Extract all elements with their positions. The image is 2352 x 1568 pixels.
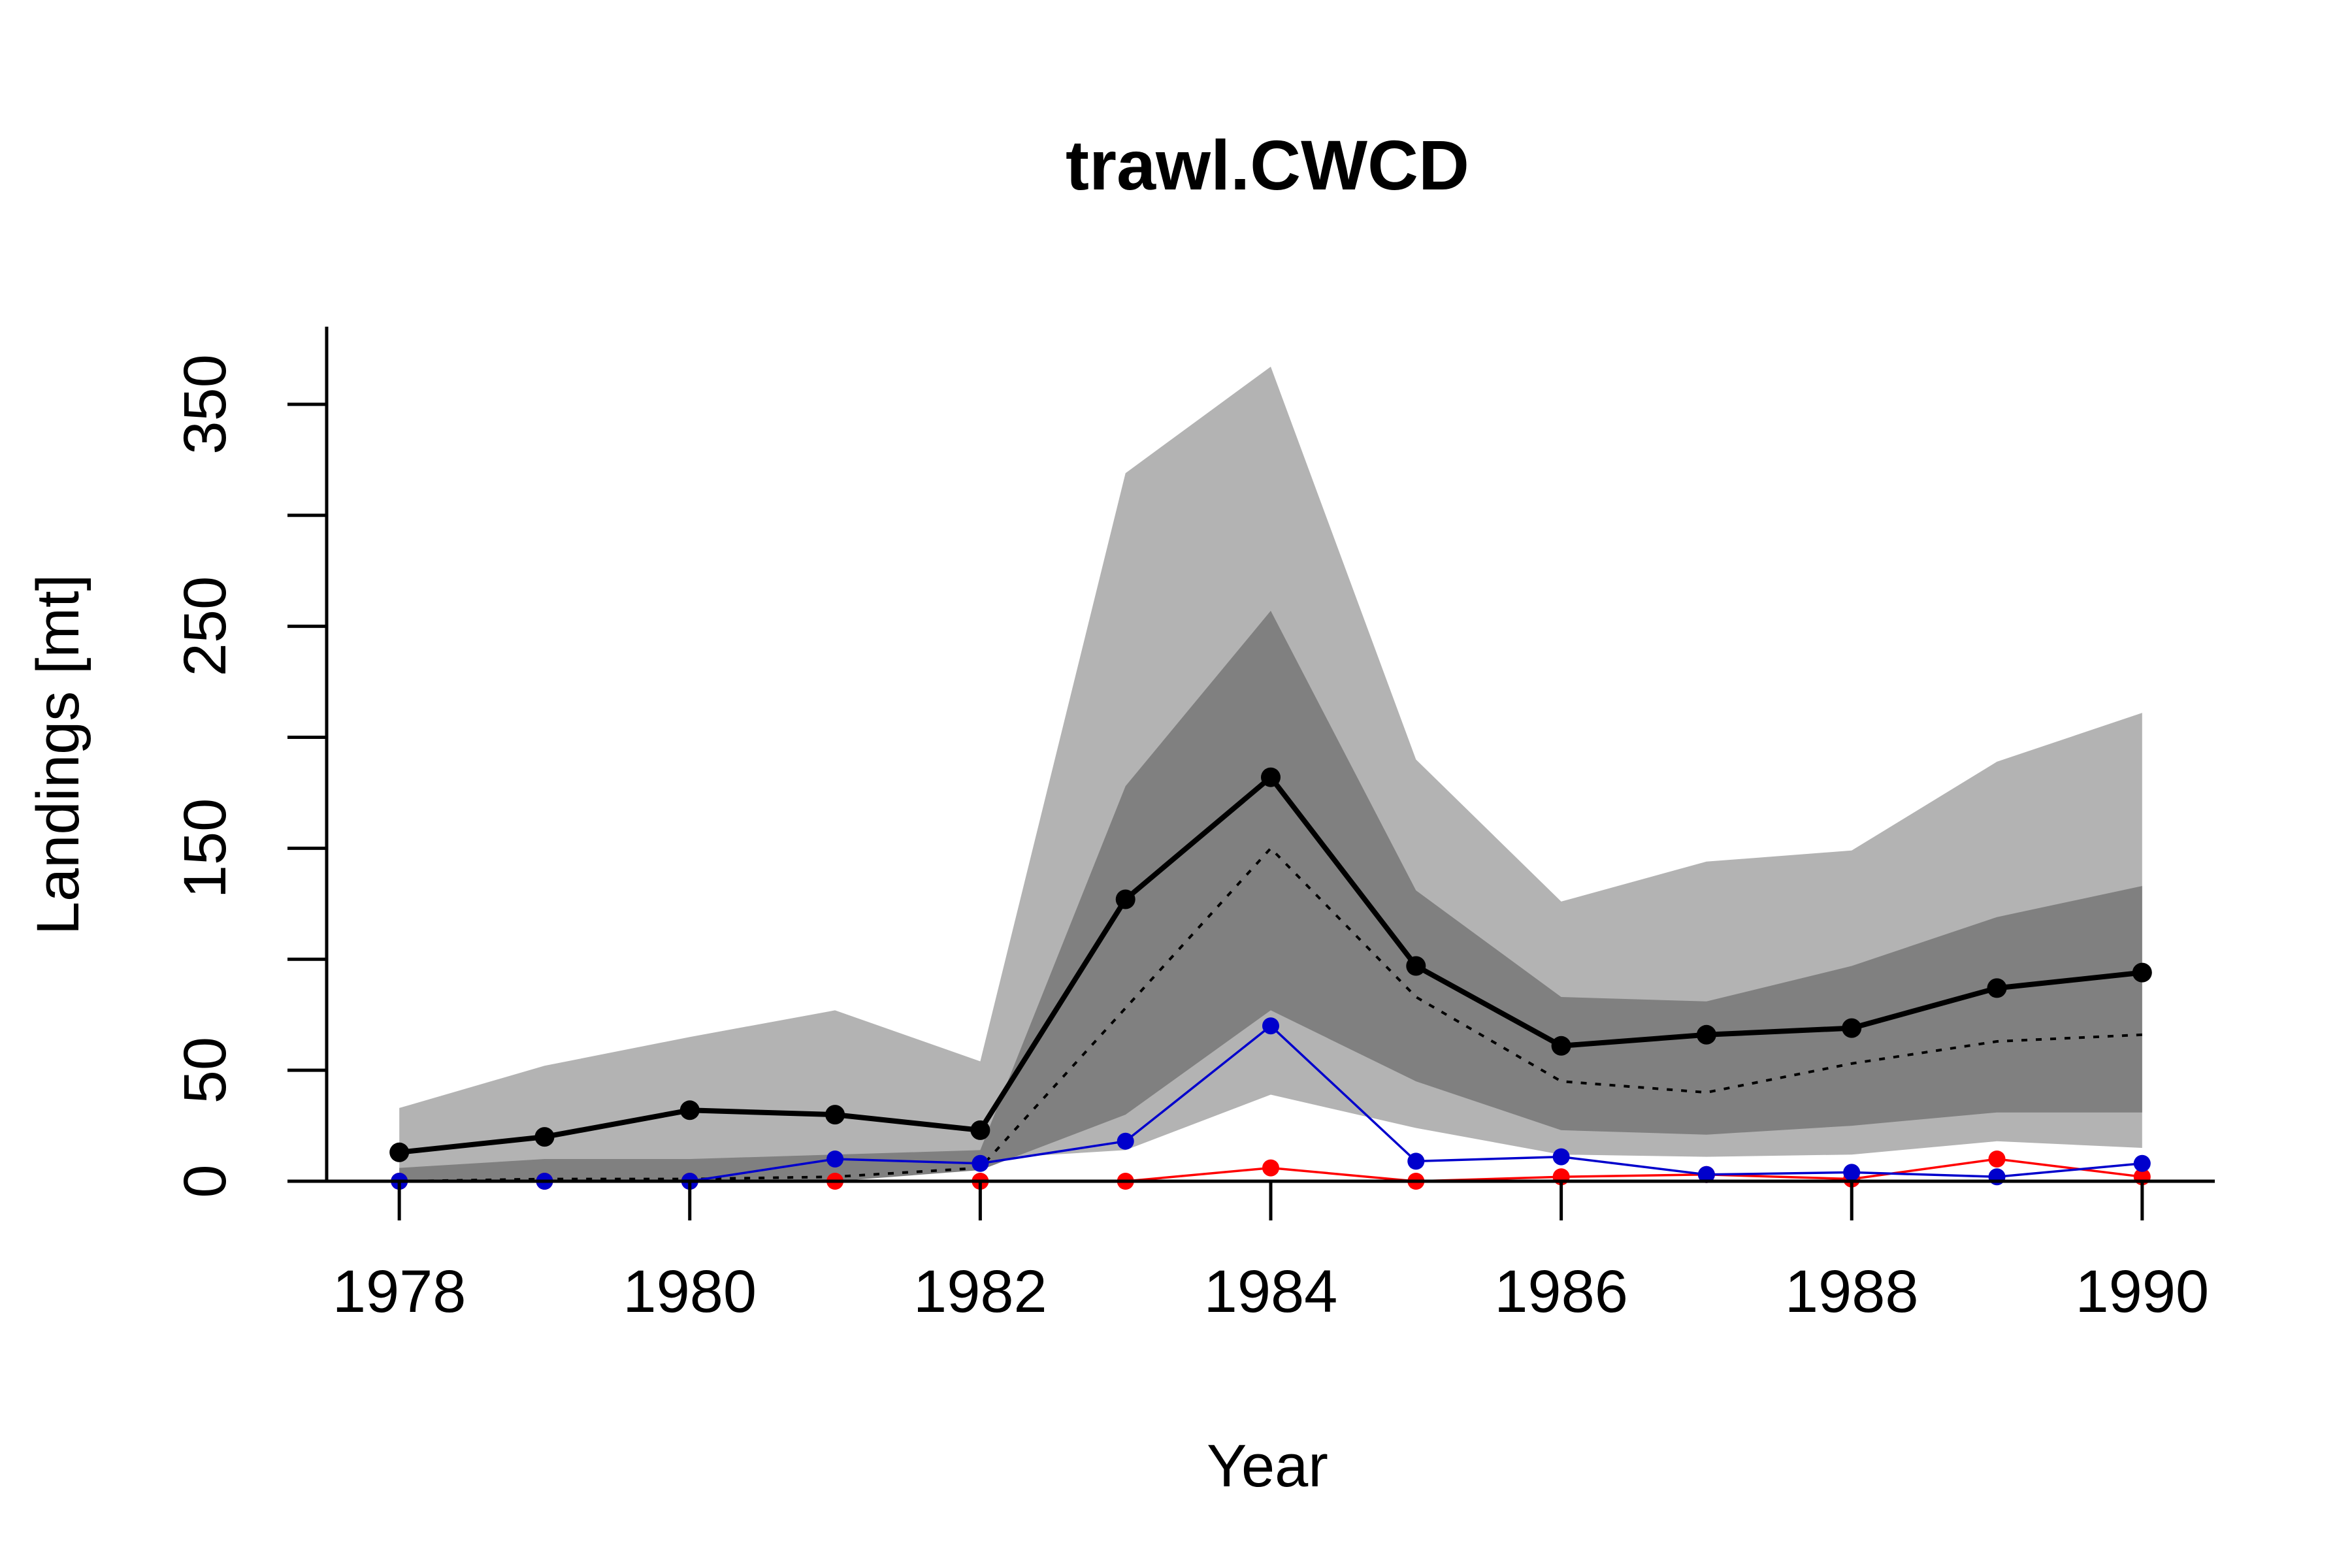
y-tick-label: 350 bbox=[172, 354, 238, 455]
series-2-point bbox=[972, 1154, 989, 1172]
series-0-point bbox=[970, 1120, 990, 1140]
x-tick-label: 1990 bbox=[2076, 1258, 2210, 1325]
series-0-point bbox=[1261, 767, 1281, 787]
series-0-point bbox=[1115, 889, 1135, 909]
series-2-point bbox=[2133, 1154, 2151, 1172]
series-3-point bbox=[1262, 1159, 1279, 1177]
series-3-point bbox=[1988, 1151, 2006, 1168]
series-2-point bbox=[1117, 1132, 1134, 1150]
y-axis: 0 50 150 250 350 bbox=[172, 327, 329, 1198]
y-axis-label: Landings [mt] bbox=[25, 574, 91, 935]
series-2-point bbox=[1262, 1017, 1279, 1035]
series-0-point bbox=[679, 1100, 700, 1120]
series-0-point bbox=[389, 1142, 410, 1162]
series-0-point bbox=[1987, 978, 2007, 998]
x-tick-label: 1988 bbox=[1785, 1258, 1919, 1325]
series-0-point bbox=[1842, 1018, 1862, 1038]
series-0-point bbox=[2132, 962, 2152, 983]
chart-title: trawl.CWCD bbox=[1066, 125, 1469, 204]
series-0-point bbox=[1696, 1024, 1716, 1045]
x-axis-label: Year bbox=[1207, 1433, 1328, 1499]
x-tick-label: 1980 bbox=[623, 1258, 757, 1325]
y-tick-label: 0 bbox=[172, 1164, 238, 1198]
x-tick-label: 1986 bbox=[1494, 1258, 1628, 1325]
series-0-point bbox=[1406, 956, 1426, 976]
y-tick-label: 250 bbox=[172, 576, 238, 677]
x-tick-label: 1984 bbox=[1204, 1258, 1338, 1325]
series-0-point bbox=[534, 1127, 555, 1147]
series-2-point bbox=[1843, 1164, 1861, 1181]
series-2-point bbox=[1552, 1148, 1570, 1166]
x-tick-label: 1978 bbox=[333, 1258, 466, 1325]
y-tick-label: 50 bbox=[172, 1037, 238, 1103]
series-0-point bbox=[825, 1105, 845, 1125]
x-tick-label: 1982 bbox=[913, 1258, 1047, 1325]
series-2-point bbox=[826, 1151, 844, 1168]
series-0-point bbox=[1551, 1036, 1571, 1056]
x-axis: 1978 1980 1982 1984 1986 1988 1990 bbox=[287, 1179, 2215, 1325]
series-2-point bbox=[1407, 1152, 1425, 1170]
y-tick-label: 150 bbox=[172, 798, 238, 899]
series-2-point bbox=[1697, 1166, 1715, 1183]
